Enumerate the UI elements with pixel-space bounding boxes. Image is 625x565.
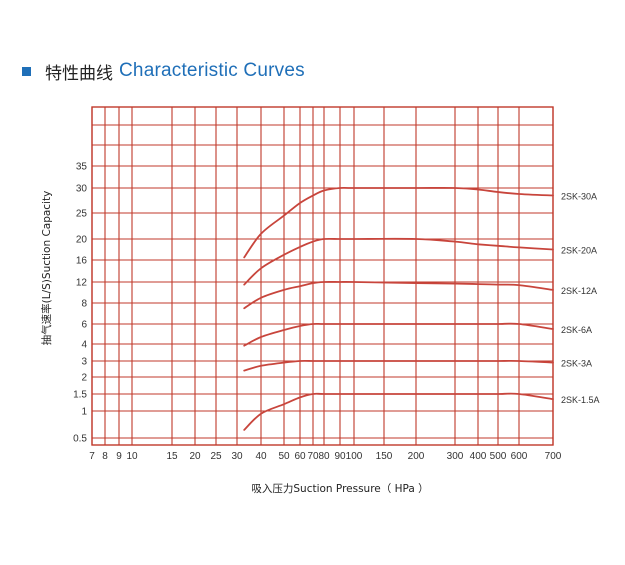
x-tick-label: 80 [318,451,330,462]
series-label-2SK-3A: 2SK-3A [561,359,592,369]
vertical-grid [91,107,554,445]
series-label-2SK-20A: 2SK-20A [561,246,597,256]
series-line-2SK-3A [243,359,554,372]
series-label-2SK-1.5A: 2SK-1.5A [561,395,600,405]
series-curves [243,186,554,431]
x-tick-label: 15 [166,451,178,462]
y-tick-label: 1.5 [73,390,87,401]
x-tick-label: 500 [490,451,507,462]
x-tick-label: 100 [346,451,363,462]
x-tick-label: 9 [116,451,122,462]
x-tick-label: 200 [408,451,425,462]
x-tick-label: 20 [189,451,201,462]
x-tick-label: 60 [294,451,306,462]
series-line-2SK-1.5A [243,392,554,431]
x-tick-label: 8 [102,451,108,462]
title-english: Characteristic Curves [119,60,305,81]
series-line-2SK-20A [243,237,554,286]
x-tick-label: 600 [511,451,528,462]
x-tick-labels: 7 8 9 10 15 20 25 30 40 50 60 70 80 90 100 150 200 300 400… [89,451,562,462]
x-tick-label: 50 [278,451,290,462]
x-tick-label: 25 [210,451,222,462]
y-tick-label: 20 [76,235,88,246]
series-line-2SK-6A [243,322,554,347]
y-tick-label: 35 [76,162,88,173]
y-tick-label: 3 [81,357,87,368]
x-tick-label: 150 [376,451,393,462]
y-tick-labels: 0.5 1 1.5 2 3 4 6 8 12 16 20 25 30 35 [73,162,87,445]
x-tick-label: 700 [545,451,562,462]
title-chinese: 特性曲线 [45,63,113,84]
x-tick-label: 30 [231,451,243,462]
y-tick-label: 2 [81,373,87,384]
y-tick-label: 0.5 [73,434,87,445]
x-tick-label: 300 [447,451,464,462]
x-tick-label: 7 [89,451,95,462]
y-tick-label: 30 [76,184,88,195]
y-tick-label: 25 [76,209,88,220]
y-axis-label: 抽气速率(L/S)Suction Capacity [40,191,53,346]
x-axis-label: 吸入压力Suction Pressure（ HPa ） [251,482,428,495]
series-label-2SK-6A: 2SK-6A [561,325,592,335]
series-line-2SK-30A [243,186,554,259]
plot-frame [91,106,554,446]
x-tick-label: 10 [126,451,138,462]
bullet-square-icon [22,66,31,76]
y-tick-label: 12 [76,278,88,289]
y-tick-label: 6 [81,320,87,331]
y-tick-label: 16 [76,256,88,267]
series-label-2SK-12A: 2SK-12A [561,286,597,296]
x-tick-label: 90 [334,451,346,462]
y-tick-label: 8 [81,299,87,310]
x-tick-label: 40 [255,451,267,462]
series-line-2SK-12A [243,281,554,310]
series-label-2SK-30A: 2SK-30A [561,192,597,202]
x-tick-label: 70 [307,451,319,462]
x-tick-label: 400 [470,451,487,462]
chart-header: 特性曲线 Characteristic Curves [22,58,305,84]
y-tick-label: 1 [81,407,87,418]
series-labels: 2SK-30A 2SK-20A 2SK-12A 2SK-6A 2SK-3A 2SK-1.5… [561,192,600,406]
y-tick-label: 4 [81,340,87,351]
